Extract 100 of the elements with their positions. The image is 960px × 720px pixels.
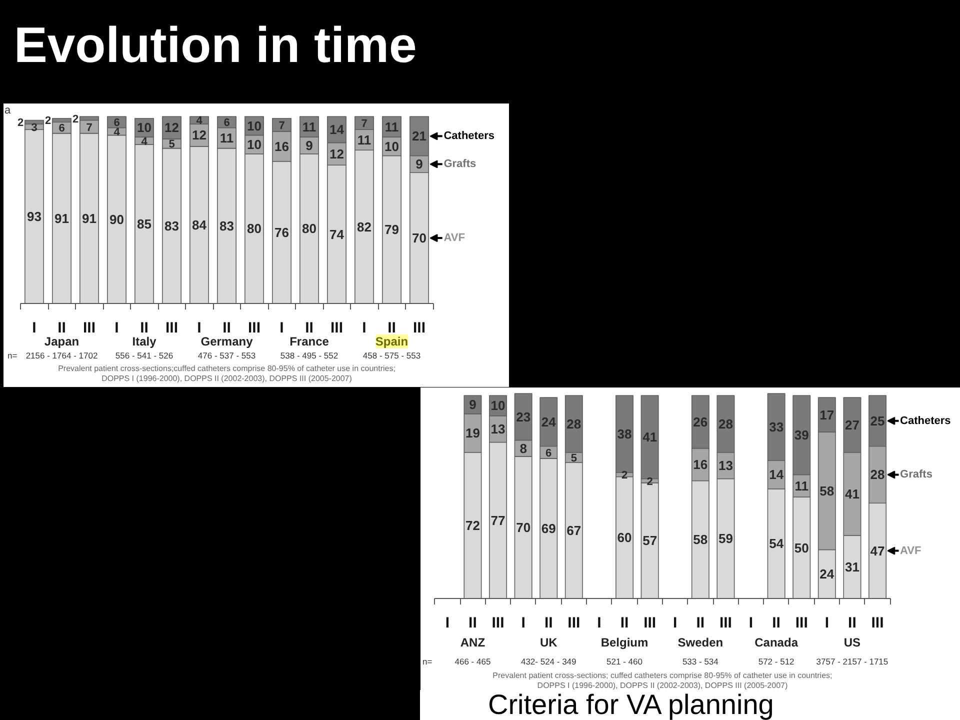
x-tick-label: III [330, 320, 344, 336]
data-label: 67 [566, 523, 582, 538]
data-label: 41 [844, 486, 860, 502]
data-label: 54 [769, 536, 784, 552]
data-label: 82 [357, 219, 372, 234]
x-tick-label: I [521, 614, 526, 632]
data-label: 25 [870, 413, 885, 428]
text: 521 - 460 [606, 656, 643, 666]
data-label: 5 [570, 452, 577, 464]
data-label: 57 [642, 533, 658, 548]
x-tick-label: III [568, 614, 580, 632]
text: Japan [44, 334, 80, 348]
data-label: 6 [58, 122, 65, 135]
text: 572 - 512 [758, 656, 795, 666]
x-tick-label: I [597, 614, 602, 632]
text: Prevalent patient cross-sections; cuffed catheters comprise 80-95% of catheter use in countries; [492, 671, 832, 680]
data-label: 33 [769, 419, 784, 434]
data-label: 77 [490, 512, 506, 528]
x-tick-label: I [197, 320, 202, 336]
text: Canada [754, 636, 798, 650]
text: Criteria for VA planning [488, 689, 774, 720]
series-label: Catheters [444, 130, 494, 142]
text: 533 - 534 [682, 656, 719, 666]
data-label: 38 [617, 426, 632, 442]
data-label: 6 [114, 117, 120, 130]
data-label: 10 [247, 118, 262, 134]
x-tick-label: II [222, 320, 231, 336]
x-tick-label: II [772, 614, 780, 632]
data-label: 83 [220, 218, 234, 234]
data-label: 70 [412, 230, 426, 246]
data-label: 9 [416, 156, 423, 172]
text: Spain [375, 334, 408, 348]
x-tick-label: III [492, 614, 504, 632]
data-label: 72 [465, 518, 480, 533]
data-label: 13 [490, 422, 506, 437]
data-label: 90 [110, 212, 124, 227]
x-tick-label: I [362, 320, 366, 336]
data-label: 10 [490, 398, 506, 414]
data-label: 93 [27, 209, 42, 224]
series-label: Catheters [900, 414, 951, 427]
text: DOPPS I (1996-2000), DOPPS II (2002-2003), DOPPS III (2005-2007) [102, 374, 352, 383]
text: n= [8, 350, 18, 360]
data-label: 31 [844, 560, 860, 575]
text: Sweden [678, 636, 724, 650]
data-label: 16 [693, 457, 708, 472]
data-label: 2 [72, 113, 79, 126]
data-label: 9 [306, 138, 313, 153]
series-label: Grafts [900, 468, 932, 481]
text: 556 - 541 - 526 [115, 350, 174, 360]
data-label: 83 [164, 218, 179, 234]
text: US [844, 636, 861, 650]
data-label: 11 [220, 130, 234, 146]
data-label: 60 [617, 530, 632, 546]
text: Germany [200, 334, 254, 348]
text: France [290, 334, 330, 348]
data-label: 6 [546, 447, 552, 460]
data-label: 80 [302, 221, 316, 236]
data-label: 10 [384, 138, 399, 154]
series-label: AVF [900, 544, 922, 557]
text: 538 - 495 - 552 [280, 350, 338, 360]
data-label: 8 [520, 440, 527, 456]
data-label: 80 [247, 221, 262, 236]
x-tick-label: II [544, 614, 553, 632]
x-tick-label: II [848, 614, 856, 632]
x-tick-label: I [748, 614, 754, 632]
text: UK [540, 636, 558, 650]
data-label: 10 [247, 137, 262, 152]
x-tick-label: II [388, 320, 396, 336]
series-label: Grafts [444, 158, 476, 170]
data-label: 2 [44, 115, 52, 128]
data-label: 69 [541, 520, 556, 536]
text: Italy [132, 334, 157, 348]
data-label: 84 [192, 217, 208, 232]
x-tick-label: III [795, 614, 808, 632]
series-label: AVF [444, 232, 466, 244]
data-label: 11 [302, 119, 316, 134]
data-label: 91 [54, 210, 69, 226]
chart-title: Evolution in time [14, 16, 417, 75]
x-tick-label: II [305, 320, 314, 336]
data-label: 91 [82, 210, 96, 226]
data-label: 7 [86, 122, 92, 134]
data-label: 41 [642, 430, 658, 445]
x-tick-label: II [58, 320, 66, 336]
text: 476 - 537 - 553 [198, 350, 256, 360]
x-tick-label: III [644, 614, 656, 632]
x-tick-label: II [140, 320, 148, 336]
x-tick-label: I [114, 320, 119, 336]
data-label: 12 [330, 146, 344, 162]
text: Prevalent patient cross-sections;cuffed catheters comprise 80-95% of catheter use in countries; [58, 364, 396, 373]
data-label: 27 [844, 417, 860, 432]
data-label: 21 [412, 128, 426, 144]
x-tick-label: II [620, 614, 629, 632]
text: 458 - 575 - 553 [362, 350, 421, 360]
data-label: 14 [330, 122, 345, 138]
x-tick-label: III [83, 320, 96, 336]
data-label: 11 [794, 478, 808, 494]
data-label: 24 [541, 414, 557, 430]
data-label: 19 [465, 426, 480, 441]
x-tick-label: I [445, 614, 450, 632]
data-label: 58 [820, 483, 834, 498]
